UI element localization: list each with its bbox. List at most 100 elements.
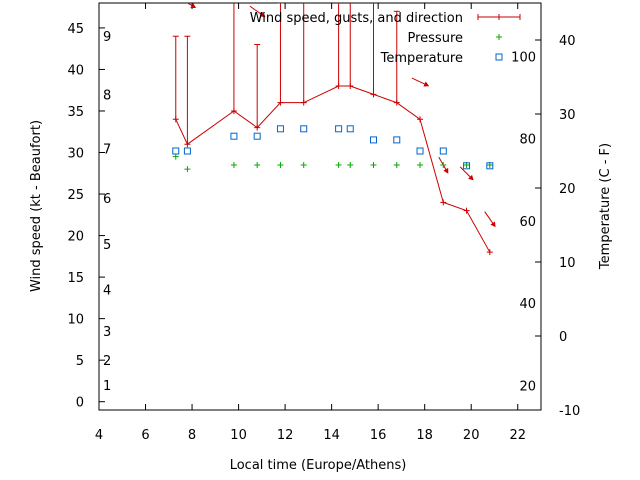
legend-label-wind: Wind speed, gusts, and direction xyxy=(250,11,463,26)
wind-speed-point xyxy=(370,91,377,98)
pressure-point xyxy=(254,161,261,168)
temperature-point xyxy=(393,136,401,144)
y2-tick-label-fahrenheit: 100 xyxy=(511,50,536,65)
y-axis-label: Wind speed (kt - Beaufort) xyxy=(29,120,44,292)
y-tick-label: 20 xyxy=(67,230,84,245)
pressure-point xyxy=(440,161,447,168)
wind-speed-point xyxy=(440,199,447,206)
x-tick-label: 16 xyxy=(370,428,387,443)
x-tick-label: 8 xyxy=(188,428,196,443)
x-tick-label: 20 xyxy=(463,428,480,443)
y2-tick-label-celsius: 20 xyxy=(559,182,576,197)
y-tick-label: 10 xyxy=(67,313,84,328)
legend-label-temperature: Temperature xyxy=(380,51,463,66)
temperature-point xyxy=(276,125,284,133)
y-tick-label: 40 xyxy=(67,63,84,78)
temperature-point xyxy=(335,125,343,133)
pressure-point xyxy=(347,161,354,168)
beaufort-label: 3 xyxy=(103,325,111,340)
temperature-point xyxy=(300,125,308,133)
y2-tick-label-celsius: -10 xyxy=(559,404,580,419)
wind-speed-line xyxy=(175,85,491,253)
pressure-point xyxy=(184,166,191,173)
temperature-point xyxy=(486,162,494,170)
y-tick-label: 0 xyxy=(76,396,84,411)
y-tick-label: 30 xyxy=(67,147,84,162)
legend-swatch-temperature xyxy=(495,53,503,61)
beaufort-label: 2 xyxy=(103,354,111,369)
legend: Wind speed, gusts, and direction Pressure… xyxy=(250,11,521,66)
wind-speed-point xyxy=(335,83,342,90)
wind-speed-point xyxy=(300,99,307,106)
wind-direction-arrow-head xyxy=(490,221,496,228)
beaufort-label: 7 xyxy=(103,142,111,157)
pressure-point xyxy=(172,153,179,160)
x-tick-label: 12 xyxy=(277,428,294,443)
pressure-point xyxy=(230,161,237,168)
y2-tick-label-fahrenheit: 60 xyxy=(519,215,536,230)
x-axis-label: Local time (Europe/Athens) xyxy=(230,458,407,473)
y-tick-label: 5 xyxy=(76,354,84,369)
y2-tick-label-celsius: 40 xyxy=(559,34,576,49)
y-tick-label: 25 xyxy=(67,188,84,203)
wind-speed-point xyxy=(184,141,191,148)
wind-direction-arrow-head xyxy=(423,81,430,87)
plot-area-border xyxy=(98,2,542,411)
beaufort-label: 8 xyxy=(103,88,111,103)
temperature-point xyxy=(253,132,261,140)
temperature-point xyxy=(463,162,471,170)
x-tick-label: 22 xyxy=(509,428,526,443)
wind-speed-point xyxy=(254,124,261,131)
x-tick-label: 4 xyxy=(95,428,103,443)
y2-tick-label-celsius: 0 xyxy=(559,330,567,345)
temperature-point xyxy=(230,132,238,140)
temperature-point xyxy=(183,147,191,155)
wind-speed-point xyxy=(172,116,179,123)
beaufort-label: 6 xyxy=(103,192,111,207)
beaufort-label: 1 xyxy=(103,379,111,394)
wind-speed-point xyxy=(393,99,400,106)
x-tick-label: 10 xyxy=(230,428,247,443)
beaufort-label: 4 xyxy=(103,284,111,299)
temperature-point xyxy=(172,147,180,155)
temperature-point xyxy=(439,147,447,155)
beaufort-label: 9 xyxy=(103,30,111,45)
y2-axis-label: Temperature (C - F) xyxy=(598,143,613,270)
pressure-point xyxy=(393,161,400,168)
wind-direction-arrow-head xyxy=(190,3,197,9)
y2-tick-label-fahrenheit: 80 xyxy=(519,133,536,148)
y2-tick-label-celsius: 30 xyxy=(559,108,576,123)
y2-tick-label-celsius: 10 xyxy=(559,256,576,271)
legend-swatch-wind-point xyxy=(496,14,502,20)
x-tick-label: 18 xyxy=(416,428,433,443)
pressure-point xyxy=(277,161,284,168)
pressure-point xyxy=(335,161,342,168)
wind-speed-point xyxy=(486,249,493,256)
beaufort-label: 5 xyxy=(103,238,111,253)
wind-direction-arrow-head xyxy=(443,167,449,174)
y-tick-label: 45 xyxy=(67,22,84,37)
y-tick-label: 35 xyxy=(67,105,84,120)
y2-tick-label-fahrenheit: 20 xyxy=(519,379,536,394)
data-layer xyxy=(172,3,496,256)
wind-direction-arrow-head xyxy=(259,11,266,18)
pressure-point xyxy=(417,161,424,168)
tick-layer xyxy=(98,3,541,411)
legend-label-pressure: Pressure xyxy=(407,31,463,46)
temperature-point xyxy=(346,125,354,133)
y2-tick-label-fahrenheit: 40 xyxy=(519,297,536,312)
wind-speed-point xyxy=(417,116,424,123)
wind-speed-point xyxy=(230,107,237,114)
temperature-point xyxy=(416,147,424,155)
x-tick-label: 6 xyxy=(141,428,149,443)
wind-speed-point xyxy=(347,83,354,90)
legend-swatch-pressure xyxy=(496,34,502,40)
label-layer: 4 6 8 10 12 14 16 18 20 2205101520253035404512345… xyxy=(67,22,580,443)
wind-speed-point xyxy=(463,207,470,214)
temperature-point xyxy=(370,136,378,144)
wind-direction-arrow-head xyxy=(468,174,474,181)
wind-speed-point xyxy=(277,99,284,106)
x-tick-label: 14 xyxy=(323,428,340,443)
pressure-point xyxy=(370,161,377,168)
